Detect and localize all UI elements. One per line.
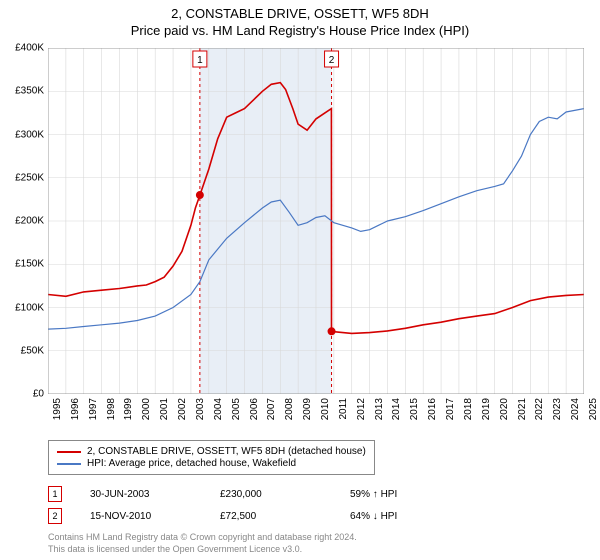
footer-attribution: Contains HM Land Registry data © Crown c… — [48, 532, 357, 555]
transaction-pct: 59% ↑ HPI — [350, 489, 397, 500]
legend: 2, CONSTABLE DRIVE, OSSETT, WF5 8DH (det… — [48, 440, 375, 475]
x-tick-label: 2013 — [374, 398, 385, 420]
x-tick-label: 2007 — [266, 398, 277, 420]
y-tick-label: £300K — [15, 129, 44, 140]
x-tick-label: 2005 — [231, 398, 242, 420]
transaction-price: £230,000 — [220, 489, 350, 500]
x-tick-label: 2025 — [588, 398, 599, 420]
x-tick-label: 2020 — [499, 398, 510, 420]
x-tick-label: 1997 — [88, 398, 99, 420]
y-tick-label: £350K — [15, 86, 44, 97]
x-tick-label: 2022 — [534, 398, 545, 420]
price-chart: 12 £0£50K£100K£150K£200K£250K£300K£350K£… — [48, 48, 584, 394]
marker-badge: 2 — [48, 508, 62, 524]
y-tick-label: £50K — [21, 345, 44, 356]
legend-item: 2, CONSTABLE DRIVE, OSSETT, WF5 8DH (det… — [57, 446, 366, 457]
svg-text:1: 1 — [197, 55, 203, 66]
y-tick-label: £100K — [15, 302, 44, 313]
transaction-date: 15-NOV-2010 — [90, 511, 220, 522]
y-tick-label: £150K — [15, 259, 44, 270]
x-tick-label: 2012 — [356, 398, 367, 420]
x-tick-label: 2009 — [302, 398, 313, 420]
x-tick-label: 2021 — [517, 398, 528, 420]
transaction-date: 30-JUN-2003 — [90, 489, 220, 500]
x-tick-label: 1995 — [52, 398, 63, 420]
x-tick-label: 2010 — [320, 398, 331, 420]
x-tick-label: 2017 — [445, 398, 456, 420]
legend-item: HPI: Average price, detached house, Wake… — [57, 458, 366, 469]
y-tick-label: £0 — [33, 389, 44, 400]
x-tick-label: 2016 — [427, 398, 438, 420]
transaction-row: 1 30-JUN-2003 £230,000 59% ↑ HPI — [48, 486, 397, 502]
legend-swatch — [57, 451, 81, 453]
x-tick-label: 2015 — [409, 398, 420, 420]
marker-badge: 1 — [48, 486, 62, 502]
x-tick-label: 2014 — [391, 398, 402, 420]
y-tick-label: £200K — [15, 216, 44, 227]
x-tick-label: 2019 — [481, 398, 492, 420]
x-tick-label: 2002 — [177, 398, 188, 420]
x-tick-label: 2024 — [570, 398, 581, 420]
legend-label: 2, CONSTABLE DRIVE, OSSETT, WF5 8DH (det… — [87, 446, 366, 457]
x-tick-label: 2008 — [284, 398, 295, 420]
transaction-pct: 64% ↓ HPI — [350, 511, 397, 522]
x-tick-label: 2011 — [338, 398, 349, 420]
x-tick-label: 1999 — [123, 398, 134, 420]
transaction-price: £72,500 — [220, 511, 350, 522]
y-tick-label: £400K — [15, 43, 44, 54]
x-tick-label: 2004 — [213, 398, 224, 420]
x-tick-label: 1998 — [106, 398, 117, 420]
x-tick-label: 2001 — [159, 398, 170, 420]
legend-label: HPI: Average price, detached house, Wake… — [87, 458, 296, 469]
page-subtitle: Price paid vs. HM Land Registry's House … — [0, 23, 600, 38]
transaction-row: 2 15-NOV-2010 £72,500 64% ↓ HPI — [48, 508, 397, 524]
x-tick-label: 2006 — [249, 398, 260, 420]
legend-swatch — [57, 463, 81, 465]
svg-text:2: 2 — [329, 55, 335, 66]
x-tick-label: 2023 — [552, 398, 563, 420]
page-title: 2, CONSTABLE DRIVE, OSSETT, WF5 8DH — [0, 6, 600, 21]
x-tick-label: 2000 — [141, 398, 152, 420]
x-tick-label: 1996 — [70, 398, 81, 420]
x-tick-label: 2018 — [463, 398, 474, 420]
x-tick-label: 2003 — [195, 398, 206, 420]
y-tick-label: £250K — [15, 172, 44, 183]
